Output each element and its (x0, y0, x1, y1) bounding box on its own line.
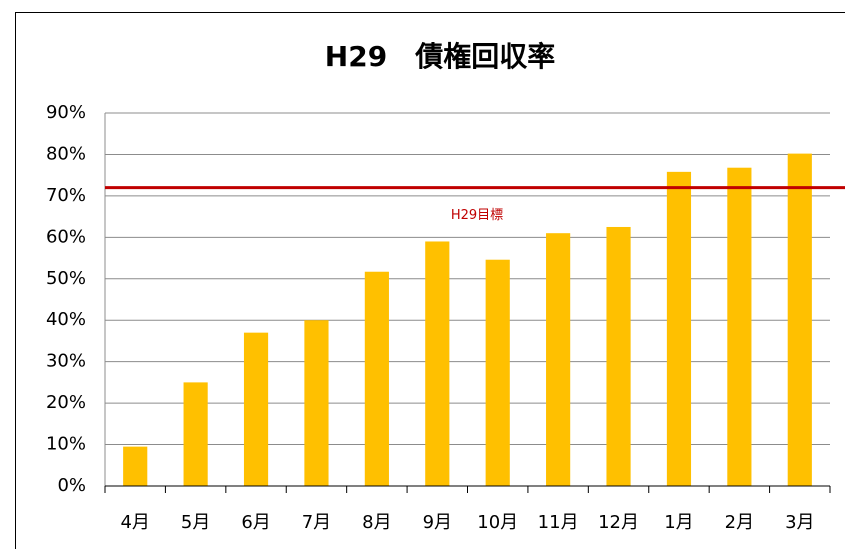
bar (666, 171, 692, 486)
bar (304, 320, 329, 486)
bar (727, 167, 752, 486)
x-tick-label: 2月 (725, 512, 754, 533)
y-tick-label: 30% (46, 351, 86, 372)
y-tick-label: 20% (46, 392, 86, 413)
y-tick-label: 50% (46, 268, 86, 289)
y-tick-label: 10% (46, 434, 86, 455)
x-tick-label: 6月 (241, 512, 270, 533)
bar (243, 332, 269, 486)
bar (546, 233, 571, 486)
x-tick-label: 1月 (664, 512, 693, 533)
y-tick-label: 80% (46, 143, 86, 164)
x-tick-label: 8月 (362, 512, 391, 533)
y-tick-label: 90% (46, 102, 86, 123)
y-tick-label: 0% (57, 475, 86, 496)
chart-title: H29 債権回収率 (325, 40, 555, 73)
y-tick-label: 60% (46, 226, 86, 247)
bar (787, 153, 812, 487)
bar (183, 382, 208, 486)
bar (606, 226, 631, 486)
x-tick-label: 3月 (785, 512, 814, 533)
x-tick-label: 7月 (302, 512, 331, 533)
bar (485, 259, 510, 486)
x-tick-label: 9月 (423, 512, 452, 533)
bar (123, 446, 148, 486)
x-tick-label: 4月 (120, 512, 149, 533)
bar (425, 241, 450, 486)
x-tick-label: 12月 (598, 512, 639, 533)
x-tick-label: 11月 (538, 512, 579, 533)
bar (364, 271, 389, 486)
x-tick-label: 5月 (181, 512, 210, 533)
target-label: H29目標 (451, 208, 503, 223)
y-tick-label: 40% (46, 309, 86, 330)
y-tick-label: 70% (46, 185, 86, 206)
x-tick-label: 10月 (477, 512, 518, 533)
